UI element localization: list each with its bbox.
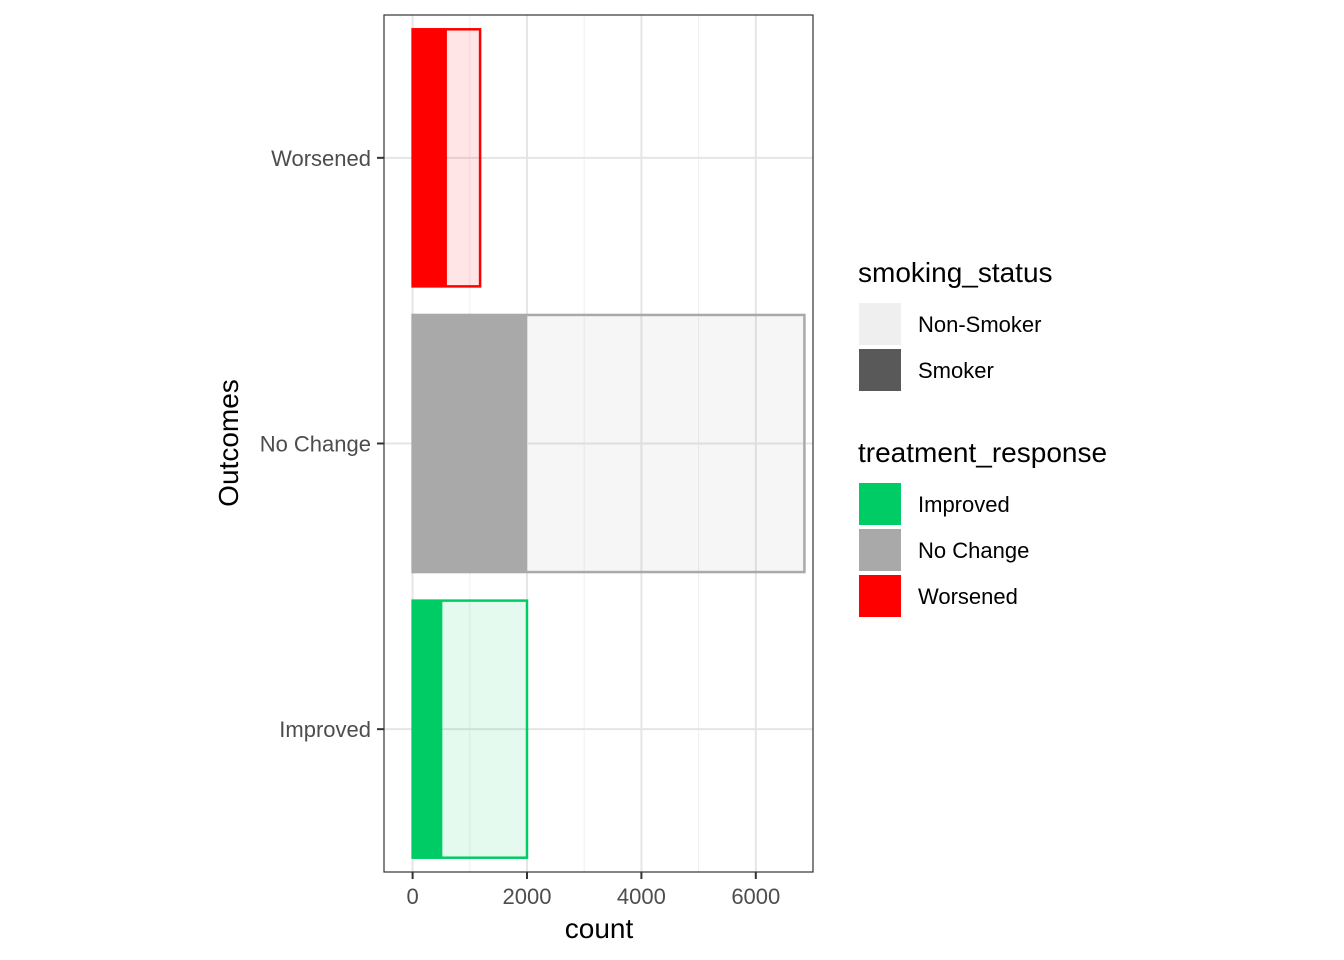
x-axis-title: count bbox=[565, 913, 634, 944]
x-tick-label: 2000 bbox=[503, 884, 552, 909]
axes: 0 2000 4000 6000 Improved No Change Worsened bbox=[260, 146, 781, 909]
legend-key bbox=[857, 573, 903, 619]
x-tick-label: 0 bbox=[406, 884, 418, 909]
legend-label: Smoker bbox=[918, 358, 994, 383]
legend-key bbox=[857, 347, 903, 393]
y-tick-label: Worsened bbox=[271, 146, 371, 171]
legend-key bbox=[857, 301, 903, 347]
legend: smoking_status Non-Smoker Smoker treatment_… bbox=[857, 257, 1107, 619]
legend-title: treatment_response bbox=[858, 437, 1107, 468]
bar-smoker-no-change bbox=[412, 314, 527, 573]
x-tick-label: 4000 bbox=[617, 884, 666, 909]
legend-label: Improved bbox=[918, 492, 1010, 517]
x-tick-label: 6000 bbox=[731, 884, 780, 909]
y-tick-label: No Change bbox=[260, 432, 371, 457]
y-tick-label: Improved bbox=[279, 717, 371, 742]
bar-smoker-worsened bbox=[412, 29, 447, 287]
bars bbox=[411, 28, 806, 859]
bar-smoker-improved bbox=[412, 600, 443, 858]
legend-key bbox=[857, 527, 903, 573]
legend-label: Non-Smoker bbox=[918, 312, 1041, 337]
legend-key bbox=[857, 481, 903, 527]
legend-label: Worsened bbox=[918, 584, 1018, 609]
legend-label: No Change bbox=[918, 538, 1029, 563]
legend-title: smoking_status bbox=[858, 257, 1053, 288]
y-axis-title: Outcomes bbox=[213, 379, 244, 507]
